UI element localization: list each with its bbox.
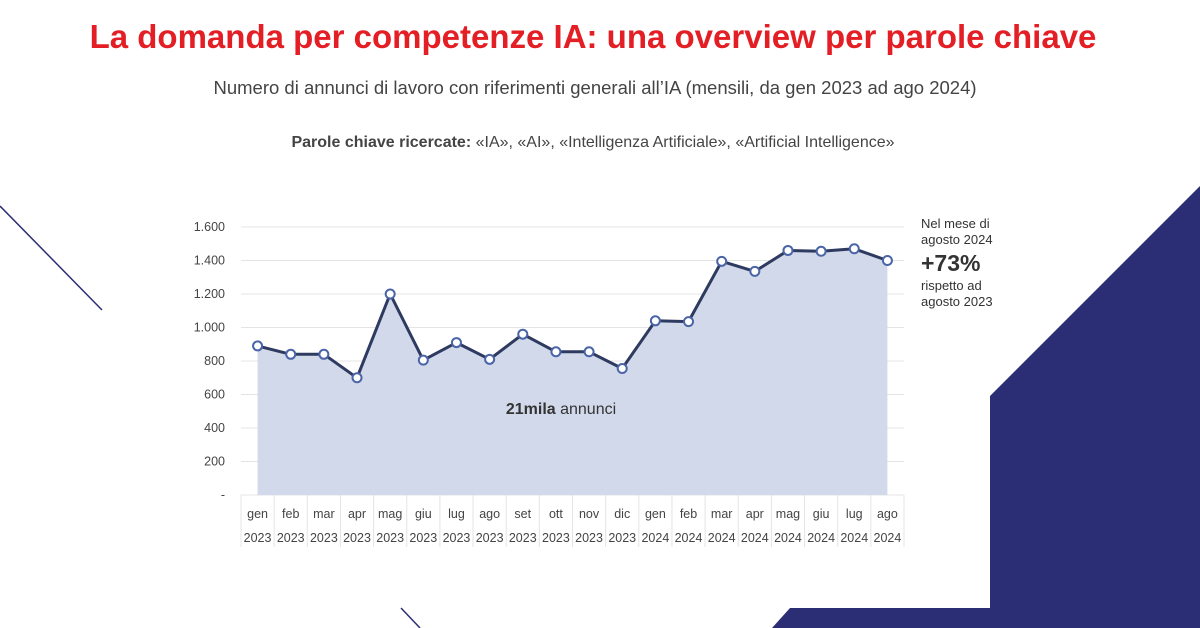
page-subtitle: Numero di annunci di lavoro con riferime… bbox=[213, 77, 977, 98]
x-tick-label-month: set bbox=[514, 507, 531, 521]
x-tick-label-year: 2024 bbox=[641, 531, 669, 545]
data-point bbox=[749, 265, 761, 277]
x-tick-label-month: dic bbox=[614, 507, 630, 521]
callout-line2: agosto 2024 bbox=[921, 232, 993, 247]
x-tick-label-month: lug bbox=[846, 507, 863, 521]
area-fill bbox=[257, 248, 888, 495]
x-tick-label-month: ago bbox=[877, 507, 898, 521]
data-point bbox=[649, 315, 661, 327]
y-tick-label: 600 bbox=[204, 388, 225, 402]
x-tick-label-year: 2024 bbox=[774, 531, 802, 545]
data-point bbox=[384, 288, 396, 300]
x-tick-label-year: 2023 bbox=[443, 531, 471, 545]
x-tick-label-year: 2024 bbox=[840, 531, 868, 545]
y-tick-label: 1.000 bbox=[194, 321, 225, 335]
data-points bbox=[252, 243, 893, 384]
keywords-label: Parole chiave ricercate: bbox=[291, 134, 472, 151]
y-tick-label: - bbox=[221, 488, 225, 502]
x-tick-label-year: 2023 bbox=[277, 531, 305, 545]
x-tick-label-month: giu bbox=[415, 507, 432, 521]
data-point bbox=[848, 243, 860, 255]
data-point bbox=[683, 316, 695, 328]
x-tick-label-month: lug bbox=[448, 507, 465, 521]
data-point bbox=[550, 346, 562, 358]
x-tick-label-month: feb bbox=[680, 507, 697, 521]
data-point bbox=[583, 346, 595, 358]
data-point bbox=[318, 348, 330, 360]
x-tick-label-month: nov bbox=[579, 507, 600, 521]
page-title: La domanda per competenze IA: una overvi… bbox=[89, 18, 1097, 55]
callout-box: Nel mese di agosto 2024 +73% rispetto ad… bbox=[921, 216, 1031, 310]
data-point bbox=[782, 244, 794, 256]
y-tick-label: 1.200 bbox=[194, 287, 225, 301]
x-tick-label-month: mag bbox=[776, 507, 800, 521]
data-point bbox=[616, 363, 628, 375]
y-tick-label: 1.400 bbox=[194, 254, 225, 268]
x-tick-label-year: 2023 bbox=[376, 531, 404, 545]
x-tick-label-month: mar bbox=[313, 507, 335, 521]
chart-annotation: 21mila annunci bbox=[506, 401, 616, 418]
data-point bbox=[351, 372, 363, 384]
data-point bbox=[285, 348, 297, 360]
x-tick-label-month: apr bbox=[746, 507, 764, 521]
annotation-bold: 21mila bbox=[506, 401, 556, 418]
x-tick-label-year: 2023 bbox=[244, 531, 272, 545]
x-tick-label-month: mag bbox=[378, 507, 402, 521]
x-tick-label-month: ago bbox=[479, 507, 500, 521]
x-tick-label-month: feb bbox=[282, 507, 299, 521]
decorative-navy-shape-right bbox=[990, 186, 1200, 628]
x-tick-label-year: 2024 bbox=[807, 531, 835, 545]
x-tick-label-year: 2023 bbox=[575, 531, 603, 545]
data-point bbox=[716, 255, 728, 267]
callout-line4: agosto 2023 bbox=[921, 294, 993, 309]
callout-line1: Nel mese di bbox=[921, 216, 990, 231]
x-tick-label-year: 2024 bbox=[741, 531, 769, 545]
series-line bbox=[257, 247, 888, 380]
decorative-diagonal-line-bottom bbox=[400, 607, 421, 628]
callout-value: +73% bbox=[921, 250, 981, 276]
x-tick-label-month: mar bbox=[711, 507, 733, 521]
x-tick-label-year: 2023 bbox=[476, 531, 504, 545]
data-point bbox=[252, 340, 264, 352]
x-tick-label-month: apr bbox=[348, 507, 366, 521]
data-point bbox=[450, 337, 462, 349]
y-tick-label: 200 bbox=[204, 455, 225, 469]
decorative-navy-shape-bottom bbox=[772, 608, 1000, 628]
x-tick-label-month: gen bbox=[247, 507, 268, 521]
y-tick-label: 400 bbox=[204, 421, 225, 435]
data-point bbox=[517, 328, 529, 340]
x-tick-label-year: 2023 bbox=[509, 531, 537, 545]
data-point bbox=[417, 354, 429, 366]
x-tick-label-year: 2023 bbox=[608, 531, 636, 545]
x-axis: gen 2023 feb 2023 mar 2023 apr 2023 mag 2023 giu 20… bbox=[240, 495, 905, 547]
x-tick-label-month: gen bbox=[645, 507, 666, 521]
x-tick-label-year: 2023 bbox=[343, 531, 371, 545]
keywords-line: Parole chiave ricercate: «IA», «AI», «In… bbox=[0, 134, 1186, 152]
data-point bbox=[881, 255, 893, 266]
x-tick-label-year: 2024 bbox=[874, 531, 902, 545]
decorative-diagonal-line-left bbox=[0, 205, 103, 311]
x-tick-label-year: 2023 bbox=[409, 531, 437, 545]
x-tick-label-year: 2024 bbox=[708, 531, 736, 545]
x-tick-label-year: 2023 bbox=[310, 531, 338, 545]
data-point bbox=[484, 353, 496, 365]
keywords-list: «IA», «AI», «Intelligenza Artificiale», … bbox=[471, 134, 895, 151]
x-tick-label-month: giu bbox=[813, 507, 830, 521]
x-tick-label-year: 2023 bbox=[542, 531, 570, 545]
y-tick-label: 1.600 bbox=[194, 220, 225, 234]
data-point bbox=[815, 245, 827, 257]
x-tick-label-month: ott bbox=[549, 507, 563, 521]
x-tick-label-year: 2024 bbox=[675, 531, 703, 545]
y-tick-label: 800 bbox=[204, 354, 225, 368]
callout-line3: rispetto ad bbox=[921, 278, 982, 293]
y-axis: - 200 400 600 800 1.000 1.200 1.400 1.600 bbox=[194, 220, 225, 502]
annotation-text: annunci bbox=[556, 401, 617, 418]
